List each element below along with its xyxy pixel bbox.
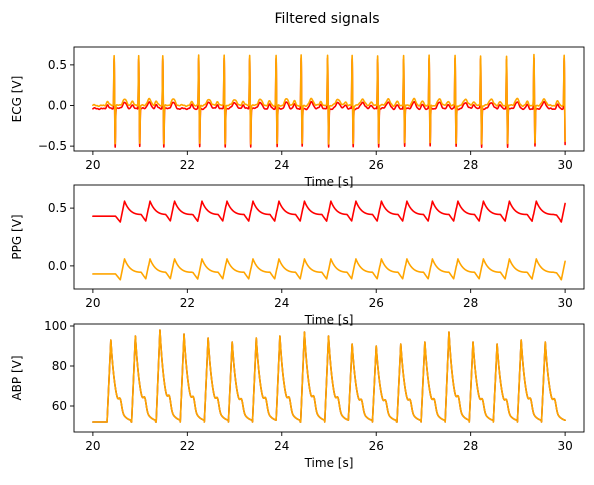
ppg-x-tick-label: 20 <box>85 296 100 310</box>
abp-series-line-1 <box>92 329 566 423</box>
abp-axes-frame <box>73 323 585 433</box>
ppg-y-tick-label: 0.5 <box>48 201 67 215</box>
ppg-x-tick-label: 30 <box>557 296 572 310</box>
abp-panel: 20 22 24 26 28 30 60 80 100 Time [s] ABP [V] <box>10 319 585 470</box>
ecg-x-axis-label: Time [s] <box>304 175 354 189</box>
abp-y-tick-label: 100 <box>44 319 67 333</box>
ecg-panel: 20 22 24 26 28 30 −0.5 0.0 0.5 Time [s] ECG [V] <box>10 46 585 189</box>
ppg-x-axis-label: Time [s] <box>304 313 354 327</box>
ecg-y-tick-label: 0.5 <box>48 58 67 72</box>
ppg-panel: 20 22 24 26 28 30 0.0 0.5 Time [s] PPG [V] <box>10 184 585 327</box>
abp-y-axis-label: ABP [V] <box>10 355 24 400</box>
abp-x-tick-label: 20 <box>85 439 100 453</box>
ppg-series-line-0 <box>92 200 566 223</box>
ppg-y-tick-label: 0.0 <box>48 259 67 273</box>
abp-x-tick-label: 22 <box>180 439 195 453</box>
ecg-x-tick-label: 20 <box>85 158 100 172</box>
ecg-x-tick-label: 28 <box>463 158 478 172</box>
ecg-y-axis-label: ECG [V] <box>10 76 24 123</box>
abp-x-tick-label: 30 <box>557 439 572 453</box>
ppg-y-axis-label: PPG [V] <box>10 214 24 259</box>
ecg-series-line-1 <box>92 53 566 145</box>
ecg-x-tick-label: 26 <box>369 158 384 172</box>
ecg-axes-frame <box>73 46 585 152</box>
ecg-y-tick-label: 0.0 <box>48 99 67 113</box>
ppg-series-line-1 <box>92 258 566 281</box>
ecg-y-tick-label: −0.5 <box>38 139 67 153</box>
figure-title: Filtered signals <box>274 11 379 27</box>
abp-x-tick-label: 24 <box>274 439 289 453</box>
ppg-x-tick-label: 26 <box>369 296 384 310</box>
ecg-x-tick-label: 30 <box>557 158 572 172</box>
abp-y-tick-label: 80 <box>52 359 67 373</box>
ppg-x-tick-label: 24 <box>274 296 289 310</box>
abp-x-tick-label: 26 <box>369 439 384 453</box>
ecg-x-tick-label: 24 <box>274 158 289 172</box>
abp-x-axis-label: Time [s] <box>304 456 354 470</box>
ppg-x-tick-label: 28 <box>463 296 478 310</box>
abp-x-tick-label: 28 <box>463 439 478 453</box>
ppg-x-tick-label: 22 <box>180 296 195 310</box>
abp-y-tick-label: 60 <box>52 399 67 413</box>
ecg-x-tick-label: 22 <box>180 158 195 172</box>
ppg-axes-frame <box>73 184 585 290</box>
